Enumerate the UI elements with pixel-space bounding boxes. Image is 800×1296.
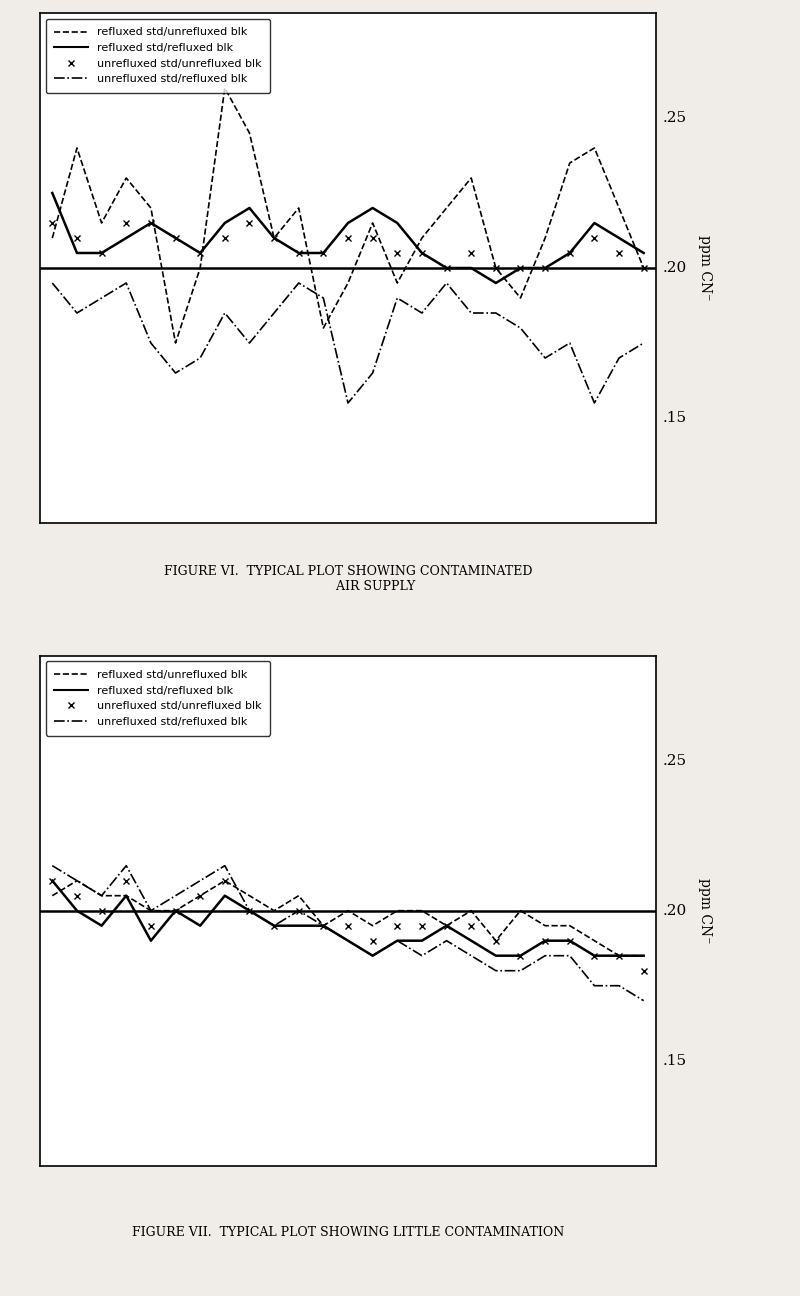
Text: .15: .15	[663, 411, 687, 425]
Text: .15: .15	[663, 1054, 687, 1068]
Text: .20: .20	[663, 903, 687, 918]
Legend: refluxed std/unrefluxed blk, refluxed std/refluxed blk, unrefluxed std/unrefluxe: refluxed std/unrefluxed blk, refluxed st…	[46, 661, 270, 736]
Text: .25: .25	[663, 754, 687, 767]
Text: FIGURE VII.  TYPICAL PLOT SHOWING LITTLE CONTAMINATION: FIGURE VII. TYPICAL PLOT SHOWING LITTLE …	[132, 1226, 564, 1239]
Text: .25: .25	[663, 111, 687, 124]
Text: FIGURE VI.  TYPICAL PLOT SHOWING CONTAMINATED
              AIR SUPPLY: FIGURE VI. TYPICAL PLOT SHOWING CONTAMIN…	[164, 565, 532, 594]
Legend: refluxed std/unrefluxed blk, refluxed std/refluxed blk, unrefluxed std/unrefluxe: refluxed std/unrefluxed blk, refluxed st…	[46, 18, 270, 93]
Text: .20: .20	[663, 260, 687, 275]
Text: ppm CN⁻: ppm CN⁻	[698, 877, 712, 943]
Text: ppm CN⁻: ppm CN⁻	[698, 236, 712, 301]
